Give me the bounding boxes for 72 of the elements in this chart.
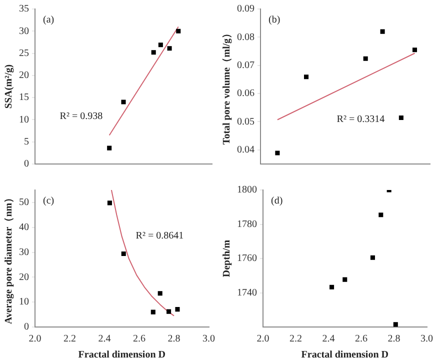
- x-axis-title: Fractal dimension D: [301, 350, 388, 361]
- y-tick-label: 15: [19, 92, 29, 104]
- y-tick-label: 1780: [237, 218, 257, 230]
- y-tick-label: 30: [19, 246, 29, 258]
- y-tick-label: 1740: [237, 287, 257, 298]
- x-tick-label: 2.6: [133, 334, 146, 345]
- point: [330, 284, 334, 290]
- point: [158, 42, 163, 48]
- x-tick-label: 2.2: [64, 334, 76, 345]
- y-tick-label: 10: [19, 114, 29, 126]
- annotation: (a): [43, 14, 54, 26]
- annotation: R² = 0.3314: [336, 114, 385, 126]
- x-tick-label: 2.8: [168, 334, 180, 345]
- point: [363, 56, 368, 61]
- y-tick-label: 0.08: [237, 32, 254, 43]
- y-axis-title: SSA(m²/g): [4, 64, 15, 109]
- point: [107, 200, 112, 206]
- x-tick-label: 2.0: [256, 334, 270, 345]
- x-tick-label: 3.0: [202, 334, 215, 345]
- x-tick-label: 2.8: [388, 334, 400, 345]
- x-tick-label: 3.0: [420, 334, 433, 345]
- point: [380, 29, 385, 34]
- point: [150, 310, 156, 314]
- x-tick-label: 2.6: [355, 334, 368, 345]
- point: [342, 277, 348, 282]
- annotation: R² = 0.8641: [136, 230, 184, 242]
- y-tick-label: 0.07: [237, 60, 254, 71]
- y-tick-label: 0.04: [237, 144, 254, 156]
- point: [121, 252, 126, 256]
- x-tick-label: 2.2: [290, 334, 302, 345]
- y-tick-label: 20: [19, 272, 29, 283]
- point: [121, 100, 126, 104]
- point: [412, 48, 418, 52]
- y-tick-label: 0: [24, 322, 29, 333]
- y-tick-label: 40: [19, 222, 29, 233]
- y-axis-title: Total pore volume（ml/g）: [222, 28, 233, 145]
- point: [151, 50, 156, 55]
- y-axis-title: Average pore diameter（nm）: [4, 192, 15, 324]
- y-axis-title: Depth/m: [222, 239, 233, 278]
- y-tick-label: 0: [24, 158, 29, 170]
- y-tick-label: 0.05: [237, 116, 254, 128]
- point: [176, 28, 181, 34]
- x-tick-label: 2.4: [322, 334, 335, 345]
- point: [107, 146, 112, 150]
- point: [304, 74, 309, 80]
- y-tick-label: 25: [19, 48, 29, 59]
- annotation: (b): [268, 14, 280, 26]
- point: [175, 307, 180, 312]
- y-tick-label: 0.09: [237, 4, 254, 15]
- point: [275, 150, 280, 156]
- y-tick-label: 10: [19, 296, 29, 308]
- point: [370, 255, 375, 260]
- y-tick-label: 5: [24, 136, 29, 148]
- y-tick-label: 20: [19, 70, 29, 82]
- annotation: R² = 0.938: [60, 110, 103, 122]
- y-tick-label: 35: [19, 4, 29, 15]
- annotation: (d): [271, 196, 283, 207]
- point: [378, 212, 384, 218]
- y-tick-label: 0.06: [237, 88, 254, 100]
- annotation: (c): [43, 196, 54, 207]
- point: [158, 291, 162, 296]
- point: [167, 46, 172, 51]
- x-tick-label: 2.0: [28, 334, 42, 345]
- point: [166, 309, 172, 314]
- y-tick-label: 1760: [237, 253, 257, 264]
- y-tick-label: 1800: [237, 184, 257, 196]
- y-tick-label: 30: [19, 26, 29, 37]
- x-axis-title: Fractal dimension D: [78, 350, 166, 361]
- x-tick-label: 2.4: [98, 334, 111, 345]
- y-tick-label: 50: [19, 197, 29, 208]
- point: [398, 116, 404, 120]
- point: [393, 322, 398, 327]
